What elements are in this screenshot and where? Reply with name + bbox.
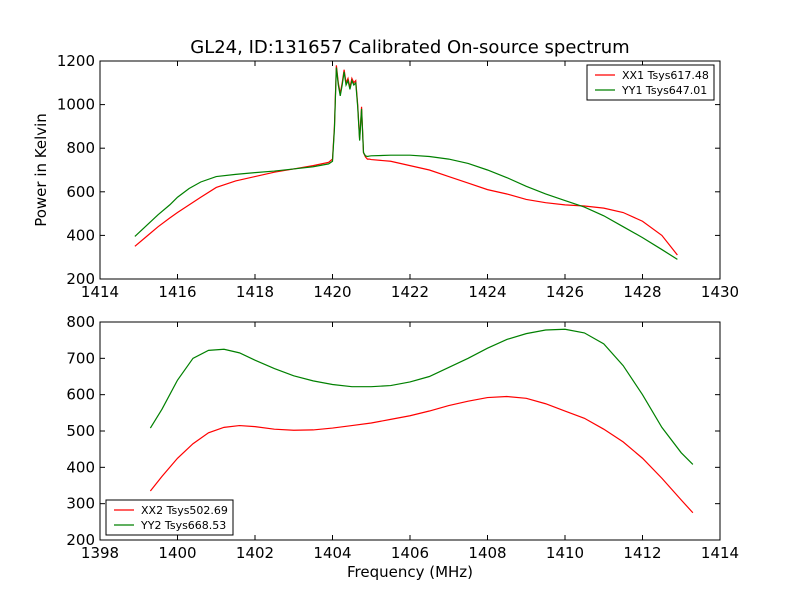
top-x-tick-label: 1426 [546, 283, 584, 301]
bottom-x-tick-label: 1404 [313, 544, 351, 562]
top-legend: XX1 Tsys617.48 YY1 Tsys647.01 [586, 64, 715, 101]
top-x-tick-label: 1420 [313, 283, 351, 301]
chart-title: GL24, ID:131657 Calibrated On-source spe… [190, 37, 629, 58]
top-plot: 1414 1416 1418 1420 1422 1424 1426 1428 1430 200 4… [32, 52, 739, 301]
top-series-1-line [134, 65, 678, 256]
bottom-x-tick-label: 1408 [468, 544, 506, 562]
top-x-tick-label: 1422 [391, 283, 429, 301]
top-y-tick-label: 200 [66, 270, 95, 288]
top-x-tick-label: 1430 [701, 283, 739, 301]
top-x-tick-label: 1416 [158, 283, 196, 301]
bottom-y-tick-label: 800 [66, 313, 95, 331]
top-x-tick-label: 1428 [623, 283, 661, 301]
top-y-tick-label: 400 [66, 226, 95, 244]
bottom-y-tick-label: 400 [66, 458, 95, 476]
top-y-tick-label: 1000 [57, 96, 95, 114]
bottom-x-tick-label: 1412 [623, 544, 661, 562]
bottom-plot: 1398 1400 1402 1404 1406 1408 1410 1412 1414 200 3… [66, 313, 739, 581]
bottom-series-2-line [149, 328, 694, 465]
bottom-x-tick-label: 1402 [236, 544, 274, 562]
bottom-y-tick-label: 500 [66, 422, 95, 440]
top-y-axis-label: Power in Kelvin [32, 113, 50, 227]
top-x-tick-label: 1418 [236, 283, 274, 301]
bottom-x-tick-label: 1398 [81, 544, 119, 562]
bottom-x-axis-label: Frequency (MHz) [347, 563, 473, 581]
top-y-tick-label: 800 [66, 139, 95, 157]
bottom-x-tick-label: 1406 [391, 544, 429, 562]
bottom-x-tick-label: 1414 [701, 544, 739, 562]
bottom-legend-label: YY2 Tsys668.53 [140, 519, 226, 532]
top-legend-label: XX1 Tsys617.48 [622, 69, 709, 82]
bottom-y-tick-label: 600 [66, 386, 95, 404]
bottom-y-tick-label: 700 [66, 349, 95, 367]
bottom-x-tick-label: 1410 [546, 544, 584, 562]
bottom-legend: XX2 Tsys502.69 YY2 Tsys668.53 [105, 499, 234, 536]
bottom-y-tick-label: 300 [66, 495, 95, 513]
top-legend-box [586, 64, 715, 101]
top-y-tick-label: 1200 [57, 52, 95, 70]
top-legend-label: YY1 Tsys647.01 [621, 84, 707, 97]
top-x-tick-label: 1424 [468, 283, 506, 301]
bottom-x-tick-label: 1400 [158, 544, 196, 562]
top-y-tick-label: 600 [66, 183, 95, 201]
top-series-2-line [134, 67, 678, 260]
bottom-legend-box [105, 499, 234, 536]
bottom-y-tick-label: 200 [66, 531, 95, 549]
top-x-tick-label: 1414 [81, 283, 119, 301]
bottom-series-1-line [149, 395, 694, 514]
bottom-legend-label: XX2 Tsys502.69 [141, 504, 228, 517]
